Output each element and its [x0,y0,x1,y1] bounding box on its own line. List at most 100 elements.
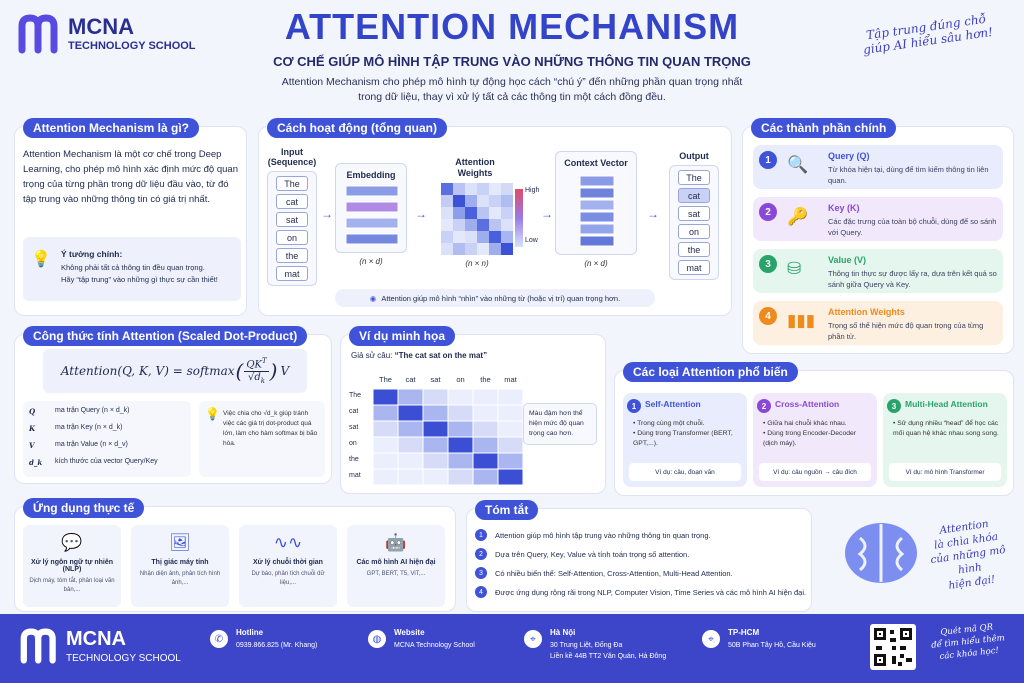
example-row-label: the [349,456,359,463]
footer-brand-name: MCNA [66,628,126,650]
input-token: sat [276,212,308,227]
component-desc: Từ khóa hiện tại, dùng để tìm kiếm thông… [828,165,989,185]
input-token: The [276,176,308,191]
footer-hotline[interactable]: Hotline 0939.866.825 (Mr. Khang) [236,628,317,651]
what-is-body: Attention Mechanism là một cơ chế trong … [23,149,238,205]
input-column: Input (Sequence) The cat sat on the mat [267,147,317,286]
example-col-label: cat [405,375,416,384]
type-bullet: • Sử dụng nhiều “head” để học các mối qu… [893,420,999,437]
types-card: Các loại Attention phổ biến 1 Self-Attent… [614,362,1014,496]
component-desc: Các đặc trưng của toàn bộ chuỗi, dùng để… [828,217,997,237]
attention-type-3: 3 Multi-Head Attention • Sử dụng nhiều “he… [883,393,1007,487]
type-name: Self-Attention [645,399,701,409]
globe-icon: ◍ [368,630,386,648]
context-vectors [579,175,615,247]
example-heatmap-cell [472,468,499,485]
summary-number: 2 [475,548,487,560]
type-example: Ví dụ: mô hình Transformer [889,463,1001,481]
example-title: Ví dụ minh họa [349,326,455,346]
brand-logo [18,14,62,54]
image-icon: 🖼 [169,533,191,552]
application-title: Xử lý chuỗi thời gian [253,559,323,566]
example-heatmap-cell [397,404,424,422]
example-heatmap-cell [472,436,499,454]
def-text: ma trận Key (n × d_k) [55,424,123,431]
example-prompt-text: Giả sử câu: [351,351,393,360]
example-heatmap-cell [447,404,474,422]
application-desc: GPT, BERT, T5, ViT,... [366,571,426,577]
qr-code-icon[interactable] [870,624,916,670]
example-heatmap-cell [373,420,399,438]
summary-item: 1 Attention giúp mô hình tập trung vào nh… [475,529,711,541]
component-name: Key (K) [828,203,860,213]
component-name: Value (V) [828,255,867,265]
def-symbol: Q [29,407,36,416]
intro-line-1: Attention Mechanism cho phép mô hình tự … [281,76,743,88]
example-col-label: the [480,375,491,384]
application-desc: Dự báo, phân tích chuỗi dữ liệu,... [251,571,325,586]
type-example: Ví dụ: câu, đoạn văn [629,463,741,481]
embedding-label: Embedding [346,170,396,180]
formula-numerator: QK [246,359,262,371]
application-title: Thị giác máy tính [151,559,209,566]
def-text: kích thước của vector Query/Key [55,458,158,465]
summary-text: Được ứng dụng rộng rãi trong NLP, Comput… [495,587,807,597]
legend-high: High [525,187,540,194]
formula-right: V [280,364,290,378]
application-title: Các mô hình AI hiện đại [356,559,436,566]
example-heatmap [373,389,523,485]
example-heatmap-cell [397,389,424,406]
example-row-labels: The cat sat on the mat [349,389,371,485]
example-heatmap-cell [472,420,499,438]
application-desc: Nhận diện ảnh, phân tích hình ảnh,... [139,571,221,586]
component-2: 2 🔑 Key (K) Các đặc trưng của toàn bộ chuỗi… [753,197,1003,241]
arrow-right-icon: → [647,207,659,221]
page-title: ATTENTION MECHANISM [284,6,740,47]
attention-type-2: 2 Cross-Attention • Giữa hai chuỗi khác nh… [753,393,877,487]
def-symbol: K [29,424,36,433]
summary-item: 3 Có nhiều biến thể: Self-Attention, Cros… [475,567,733,579]
database-icon: ⛁ [787,259,802,278]
example-col-label: on [456,375,465,384]
types-title: Các loại Attention phổ biến [623,362,798,382]
example-col-label: mat [504,375,517,384]
footer [0,614,1024,683]
type-name: Cross-Attention [775,399,840,409]
output-label: Output [679,151,709,161]
type-example: Ví dụ: câu nguồn → câu đích [759,463,871,481]
formula-title: Công thức tính Attention (Scaled Dot-Pro… [23,326,308,346]
example-heatmap-cell [447,468,474,485]
how-note: ◉ Attention giúp mô hình “nhìn” vào nhữn… [335,289,655,307]
attention-weights-heatmap [441,183,513,255]
application-title: Xử lý ngôn ngữ tự nhiên (NLP) [30,559,114,573]
apps-title: Ứng dụng thực tế [23,498,145,518]
type-name: Multi-Head Attention [905,399,988,409]
footer-website[interactable]: Website MCNA Technology School [394,628,475,651]
eye-icon: ◉ [369,293,377,303]
def-text: ma trận Query (n × d_k) [55,407,130,414]
example-heatmap-cell [447,420,474,438]
example-heatmap-cell [497,468,523,485]
how-title: Cách hoạt động (tổng quan) [267,118,447,138]
footer-brand: MCNA TECHNOLOGY SCHOOL [66,628,181,664]
formula-tip: 💡 Việc chia cho √d_k giúp tránh việc các… [199,401,325,477]
example-heatmap-cell [447,436,474,454]
how-card: Cách hoạt động (tổng quan) Input (Sequen… [258,118,732,316]
example-heatmap-cell [472,404,499,422]
summary-text: Dựa trên Query, Key, Value và tính toán … [495,549,690,559]
example-row-label: on [349,440,357,447]
example-heatmap-cell [497,452,523,470]
example-heatmap-cell [447,452,474,470]
weights-label-2: Weights [457,168,493,178]
weights-dim: (n × n) [465,259,489,268]
input-label-2: (Sequence) [267,157,317,167]
example-prompt: Giả sử câu: “The cat sat on the mat” [351,351,487,360]
output-column: Output The cat sat on the mat [669,151,719,280]
output-token: The [678,170,710,185]
component-number: 4 [759,307,777,325]
example-heatmap-cell [447,389,474,406]
hotline-label: Hotline [236,628,264,637]
footer-hanoi: Hà Nội 30 Trung Liệt, Đống Đa Liền kề 44B… [550,628,666,662]
output-token: sat [678,206,710,221]
example-row-label: cat [349,408,359,415]
